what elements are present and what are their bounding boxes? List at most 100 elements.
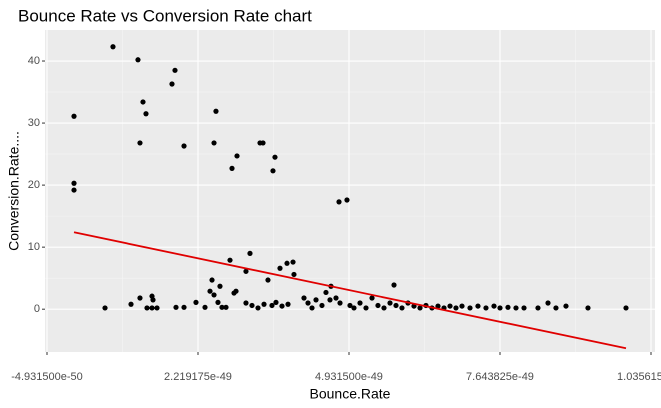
point (211, 292, 217, 298)
point (249, 302, 255, 309)
point (323, 289, 329, 296)
point (363, 305, 369, 311)
point (193, 299, 199, 305)
point (233, 288, 239, 294)
point (319, 302, 325, 309)
point (393, 302, 399, 309)
point (313, 297, 319, 303)
point (137, 140, 143, 146)
point (213, 108, 219, 114)
point (375, 302, 381, 309)
point (305, 300, 311, 306)
point (181, 304, 187, 310)
point (154, 305, 160, 311)
point (357, 300, 363, 306)
point (381, 305, 387, 311)
point (505, 304, 511, 310)
x-axis-title: Bounce.Rate (310, 386, 391, 402)
point (327, 297, 333, 303)
point (243, 300, 249, 306)
point (71, 187, 77, 193)
point (563, 303, 569, 309)
point (265, 277, 271, 283)
point (521, 305, 527, 311)
point (247, 250, 253, 256)
point (447, 303, 453, 309)
point (181, 143, 187, 149)
point (272, 154, 278, 160)
point (255, 305, 261, 311)
y-tick-label: 40 (28, 55, 40, 67)
point (137, 295, 143, 301)
point (491, 303, 497, 309)
point (173, 304, 179, 310)
x-tick-label: -4.931500e-50 (11, 371, 83, 383)
point (337, 300, 343, 306)
point (277, 265, 283, 271)
point (207, 288, 213, 294)
point (150, 297, 156, 303)
point (435, 303, 441, 309)
point (223, 304, 229, 310)
point (387, 300, 393, 306)
y-tick-label: 10 (28, 241, 40, 253)
point (284, 260, 290, 266)
point (234, 153, 240, 159)
point (209, 277, 215, 283)
chart-title: Bounce Rate vs Conversion Rate chart (18, 6, 312, 25)
y-axis-title: Conversion.Rate.... (6, 131, 22, 251)
point (279, 303, 285, 309)
point (351, 305, 357, 311)
point (459, 303, 465, 309)
x-tick-label: 7.643825e-49 (466, 371, 534, 383)
x-tick-label: 1.035615e-48 (617, 371, 661, 383)
x-tick-label: 2.219175e-49 (164, 371, 232, 383)
point (369, 295, 375, 301)
point (144, 305, 150, 311)
point (243, 268, 249, 274)
point (535, 305, 541, 311)
point (211, 140, 217, 146)
point (143, 111, 149, 117)
point (333, 295, 339, 301)
point (227, 257, 233, 263)
point (71, 113, 77, 119)
point (623, 305, 629, 311)
point (417, 305, 423, 311)
point (140, 99, 146, 105)
point (215, 299, 221, 305)
point (285, 301, 291, 307)
y-tick-label: 0 (34, 303, 40, 315)
point (483, 305, 489, 311)
x-tick-label: 4.931500e-49 (315, 371, 383, 383)
point (261, 301, 267, 307)
point (149, 305, 155, 311)
point (391, 282, 397, 288)
point (585, 305, 591, 311)
point (269, 302, 275, 309)
point (453, 305, 459, 311)
point (336, 199, 342, 205)
point (102, 305, 108, 311)
point (290, 259, 296, 265)
point (128, 301, 134, 307)
point (273, 299, 279, 305)
point (347, 302, 353, 309)
point (513, 305, 519, 311)
point (110, 44, 116, 50)
point (270, 168, 276, 174)
point (475, 303, 481, 309)
point (291, 271, 297, 278)
point (135, 57, 141, 63)
point (467, 305, 473, 311)
point (497, 305, 503, 311)
point (172, 67, 178, 73)
point (553, 305, 559, 311)
point (545, 300, 551, 306)
panel (45, 30, 655, 352)
y-tick-label: 30 (28, 117, 40, 129)
point (169, 81, 175, 87)
point (399, 305, 405, 311)
trend-line (73, 231, 627, 350)
